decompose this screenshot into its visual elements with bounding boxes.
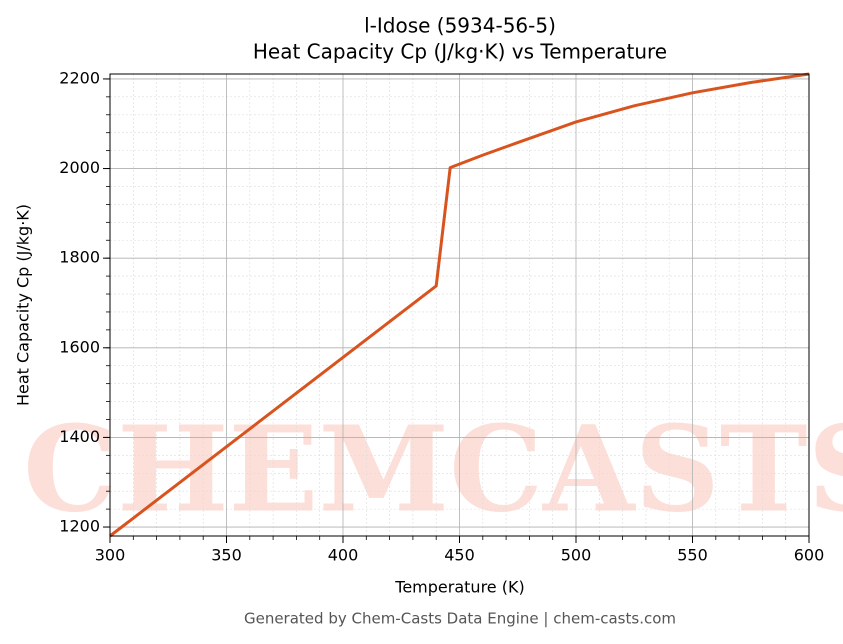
y-tick-label: 1600: [59, 337, 100, 356]
y-tick-label: 1400: [59, 427, 100, 446]
chart-subtitle: Heat Capacity Cp (J/kg·K) vs Temperature: [253, 40, 667, 64]
chart-title: l-Idose (5934-56-5): [364, 14, 556, 38]
data-line: [109, 72, 810, 538]
plot-frame: [109, 73, 810, 537]
y-tick-label: 1200: [59, 517, 100, 536]
x-tick-label: 500: [561, 546, 592, 565]
x-tick-label: 550: [677, 546, 708, 565]
x-tick-label: 300: [95, 546, 126, 565]
x-axis-label: Temperature (K): [394, 578, 524, 597]
x-tick-label: 600: [794, 546, 825, 565]
y-tick-label: 1800: [59, 248, 100, 267]
x-tick-label: 350: [211, 546, 242, 565]
y-tick-label: 2000: [59, 158, 100, 177]
x-tick-label: 450: [444, 546, 475, 565]
y-axis-label: Heat Capacity Cp (J/kg·K): [14, 204, 33, 406]
footer: Generated by Chem-Casts Data Engine | ch…: [244, 610, 676, 628]
watermark: CHEMCASTS: [23, 400, 843, 539]
y-tick-label: 2200: [59, 68, 100, 87]
x-tick-label: 400: [328, 546, 359, 565]
